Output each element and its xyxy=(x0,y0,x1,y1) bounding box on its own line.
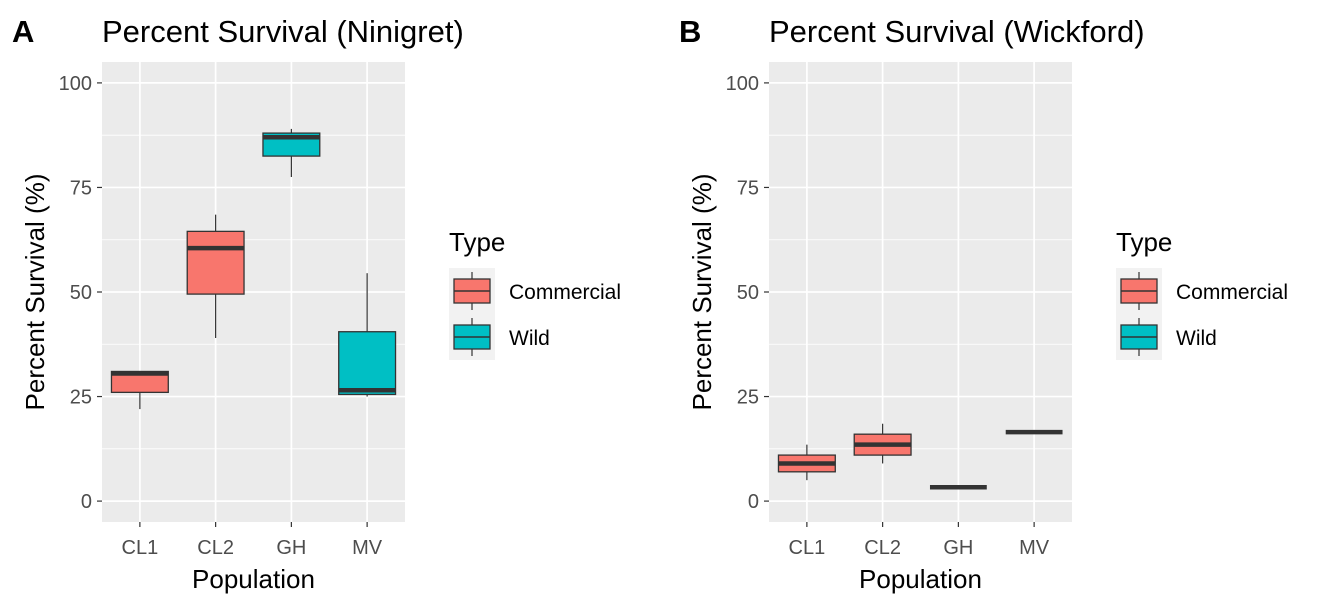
box-mv xyxy=(338,273,397,397)
y-axis-title: Percent Survival (%) xyxy=(687,174,717,411)
box-cl2 xyxy=(853,423,912,464)
legend-title: Type xyxy=(449,227,505,257)
y-tick-label: 100 xyxy=(59,73,92,95)
legend-label: Wild xyxy=(1176,327,1217,350)
y-tick-label: 0 xyxy=(81,491,92,513)
x-tick-label-gh: GH xyxy=(276,537,306,559)
y-tick-label: 75 xyxy=(70,177,92,199)
y-tick-label: 50 xyxy=(737,282,759,304)
legend-item-wild: Wild xyxy=(1116,314,1217,360)
box-body xyxy=(338,331,397,396)
box-gh xyxy=(262,128,321,177)
y-tick-label: 25 xyxy=(737,387,759,409)
y-tick-label: 50 xyxy=(70,282,92,304)
box-cl1 xyxy=(777,444,836,481)
y-tick-label: 75 xyxy=(737,177,759,199)
y-tick-label: 100 xyxy=(726,73,759,95)
chart-panel-a: 0 25 50 75 100 CL1 CL2 GH MV Population Percent Su… xyxy=(12,14,621,594)
x-tick-label-cl2: CL2 xyxy=(197,537,234,559)
x-tick-label-cl1: CL1 xyxy=(789,537,826,559)
chart-svg-a: 0 25 50 75 100 CL1 CL2 GH MV Population Percent Su… xyxy=(12,14,621,594)
panel-tag: B xyxy=(679,14,701,49)
chart-title: Percent Survival (Wickford) xyxy=(769,14,1145,49)
x-axis-title: Population xyxy=(192,564,315,594)
box-cl1 xyxy=(110,370,169,410)
x-tick-label-gh: GH xyxy=(943,537,973,559)
legend-label: Commercial xyxy=(1176,281,1288,304)
x-tick-label-mv: MV xyxy=(1019,537,1050,559)
box-body xyxy=(186,230,245,295)
y-axis-title: Percent Survival (%) xyxy=(20,174,50,411)
legend-label: Wild xyxy=(509,327,550,350)
chart-panel-b: 0 25 50 75 100 CL1 CL2 GH MV Population Percent Su… xyxy=(667,0,1334,610)
chart-svg-b: 0 25 50 75 100 CL1 CL2 GH MV Population Percent Su… xyxy=(679,14,1288,594)
chart-title: Percent Survival (Ninigret) xyxy=(102,14,464,49)
x-tick-label-cl2: CL2 xyxy=(864,537,901,559)
legend-item-wild: Wild xyxy=(449,314,550,360)
legend-item-commercial: Commercial xyxy=(449,268,621,314)
y-tick-label: 25 xyxy=(70,387,92,409)
legend-title: Type xyxy=(1116,227,1172,257)
x-axis-title: Population xyxy=(859,564,982,594)
legend-label: Commercial xyxy=(509,281,621,304)
legend-item-commercial: Commercial xyxy=(1116,268,1288,314)
panel-tag: A xyxy=(12,14,34,49)
box-cl2 xyxy=(186,214,245,338)
x-tick-label-cl1: CL1 xyxy=(122,537,159,559)
x-tick-label-mv: MV xyxy=(352,537,383,559)
y-tick-label: 0 xyxy=(748,491,759,513)
